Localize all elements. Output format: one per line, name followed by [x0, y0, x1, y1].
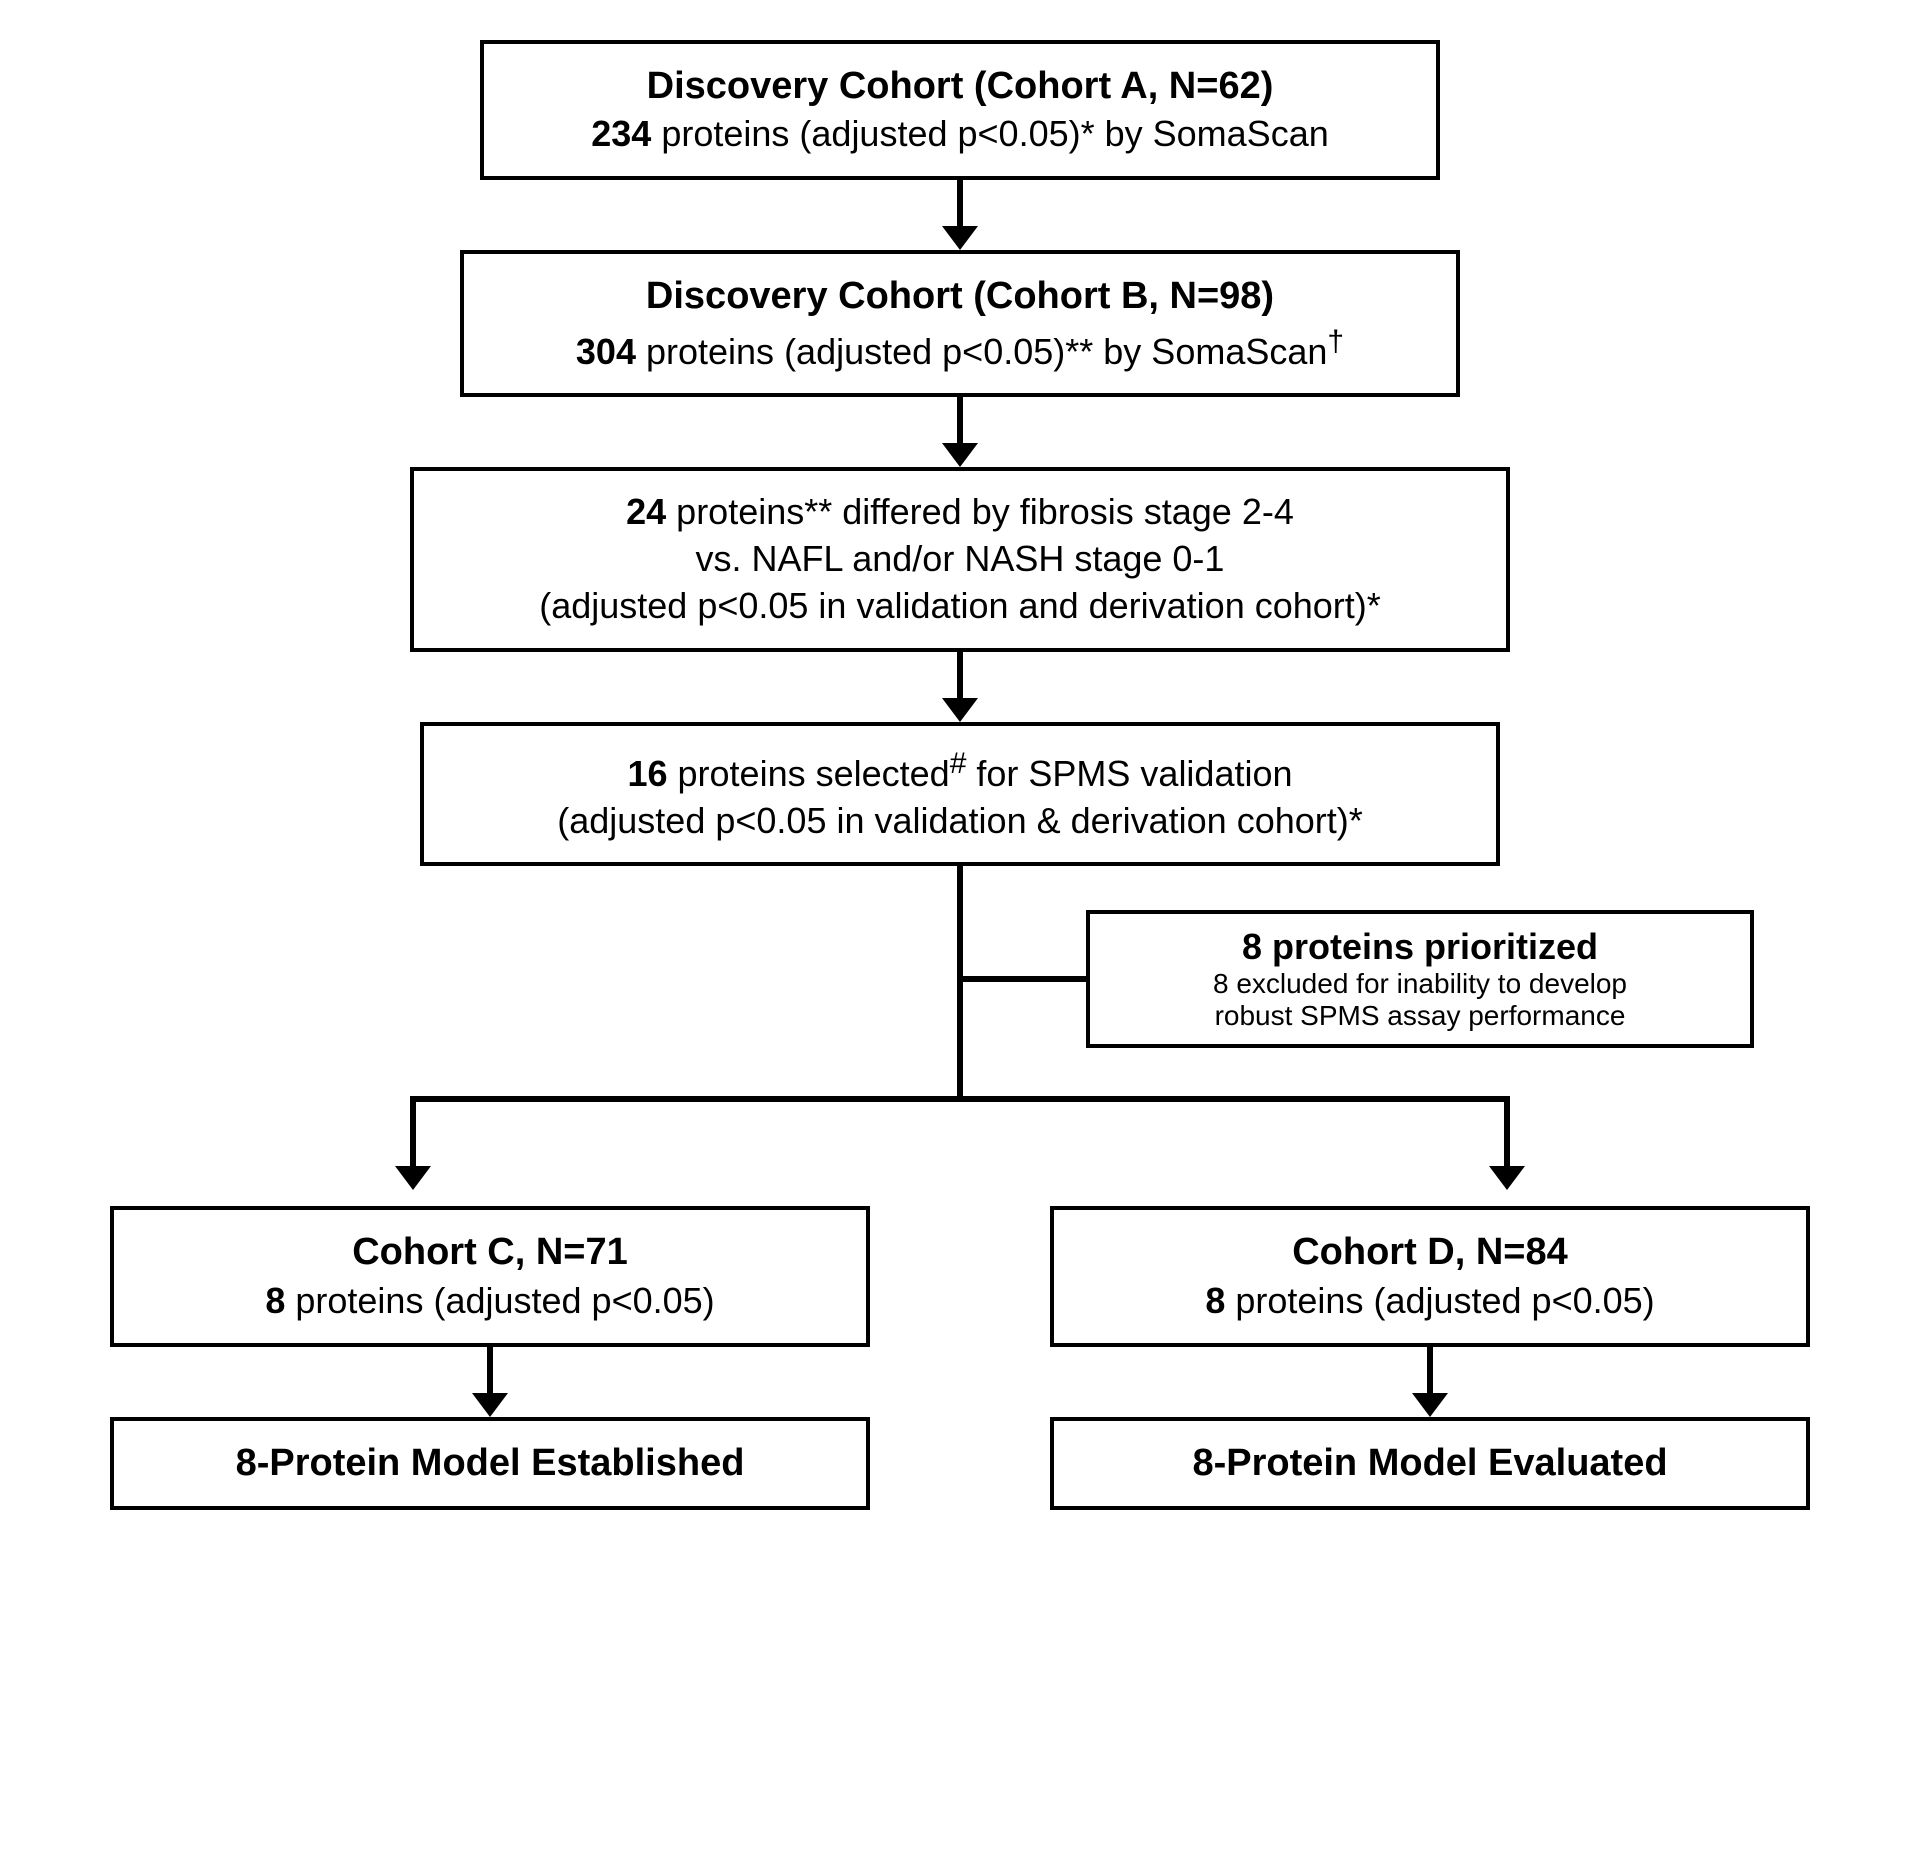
branch-side-tick [960, 976, 1090, 982]
node3-l2: vs. NAFL and/or NASH stage 0-1 [444, 536, 1476, 583]
node-cohort-c: Cohort C, N=71 8 proteins (adjusted p<0.… [110, 1206, 870, 1346]
node-result-d: 8-Protein Model Evaluated [1050, 1417, 1810, 1510]
node4-l1a: proteins selected [668, 753, 950, 794]
resultC-text: 8-Protein Model Established [236, 1442, 745, 1484]
side-sub2: robust SPMS assay performance [1110, 1000, 1730, 1032]
flowchart-root: Discovery Cohort (Cohort A, N=62) 234 pr… [40, 40, 1880, 1510]
resultD-text: 8-Protein Model Evaluated [1192, 1442, 1667, 1484]
node4-l2: (adjusted p<0.05 in validation & derivat… [454, 798, 1466, 845]
branch-left-drop [410, 1096, 416, 1166]
branch-hline [410, 1096, 1510, 1102]
node4-l1b: for SPMS validation [966, 753, 1292, 794]
cohortD-count: 8 [1205, 1280, 1225, 1321]
node1-rest: proteins (adjusted p<0.05)* by SomaScan [651, 113, 1328, 154]
branch-right-arrowhead [1489, 1166, 1525, 1190]
node1-line1: Discovery Cohort (Cohort A, N=62) [647, 65, 1274, 107]
node2-line1: Discovery Cohort (Cohort B, N=98) [646, 275, 1274, 317]
node2-rest: proteins (adjusted p<0.05)** by SomaScan [636, 331, 1327, 372]
node3-l3: (adjusted p<0.05 in validation and deriv… [444, 583, 1476, 630]
branch-left-arrowhead [395, 1166, 431, 1190]
cohortD-rest: proteins (adjusted p<0.05) [1225, 1280, 1654, 1321]
node4-hash: # [950, 747, 967, 780]
node3-count: 24 [626, 491, 666, 532]
node-discovery-b: Discovery Cohort (Cohort B, N=98) 304 pr… [460, 250, 1460, 397]
cohortC-title: Cohort C, N=71 [352, 1231, 628, 1273]
node2-dagger: † [1327, 325, 1344, 358]
node-result-c: 8-Protein Model Established [110, 1417, 870, 1510]
node-cohort-d: Cohort D, N=84 8 proteins (adjusted p<0.… [1050, 1206, 1810, 1346]
node-24-proteins: 24 proteins** differed by fibrosis stage… [410, 467, 1510, 651]
branch-right-drop [1504, 1096, 1510, 1166]
side-sub1: 8 excluded for inability to develop [1110, 968, 1730, 1000]
side-title: 8 proteins prioritized [1110, 926, 1730, 968]
node-16-proteins: 16 proteins selected# for SPMS validatio… [420, 722, 1500, 867]
node-discovery-a: Discovery Cohort (Cohort A, N=62) 234 pr… [480, 40, 1440, 180]
node2-count: 304 [576, 331, 636, 372]
node-8-prioritized: 8 proteins prioritized 8 excluded for in… [1086, 910, 1754, 1048]
cohort-row: Cohort C, N=71 8 proteins (adjusted p<0.… [110, 1206, 1810, 1510]
node4-count: 16 [627, 753, 667, 794]
node1-count: 234 [591, 113, 651, 154]
cohortD-title: Cohort D, N=84 [1292, 1231, 1568, 1273]
cohortC-rest: proteins (adjusted p<0.05) [285, 1280, 714, 1321]
cohortC-count: 8 [265, 1280, 285, 1321]
branch-area: 8 proteins prioritized 8 excluded for in… [160, 866, 1760, 1206]
node3-l1: proteins** differed by fibrosis stage 2-… [666, 491, 1294, 532]
